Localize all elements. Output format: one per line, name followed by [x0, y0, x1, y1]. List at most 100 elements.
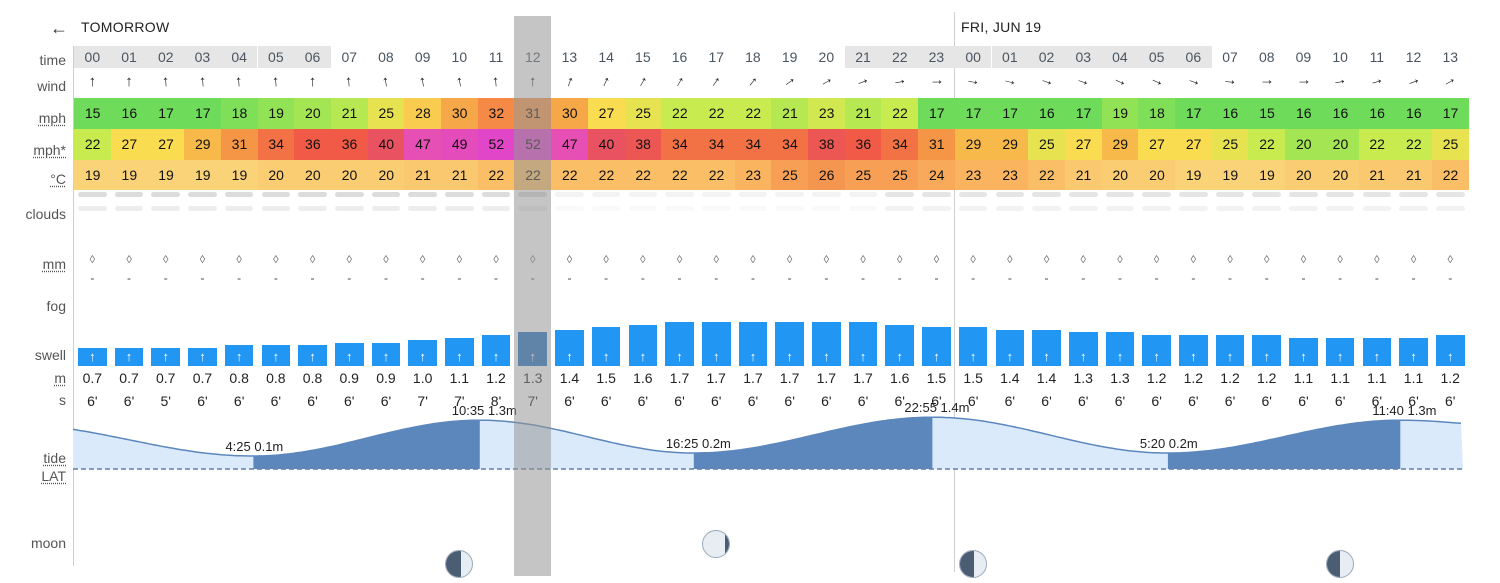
swell-height-value: 1.4 — [1036, 370, 1057, 386]
wind-gust-cell: 22 — [1248, 129, 1286, 160]
swell-direction-icon: ↑ — [529, 349, 536, 364]
hour-cell[interactable]: 19 — [781, 49, 798, 65]
row-label-wind-speed[interactable]: mph — [38, 110, 66, 126]
hour-cell[interactable]: 13 — [561, 49, 578, 65]
hour-cell[interactable]: 08 — [378, 49, 394, 65]
day-header-fri: FRI, JUN 19 — [961, 19, 1042, 35]
hour-cell[interactable]: 00 — [954, 46, 992, 68]
hour-cell[interactable]: 06 — [294, 46, 331, 68]
swell-height-value: 1.3 — [1110, 370, 1130, 386]
back-button[interactable]: ← — [50, 18, 68, 38]
hour-cell[interactable]: 16 — [671, 49, 688, 65]
wind-arrow-icon: ↑ — [1138, 71, 1175, 93]
hour-cell[interactable]: 12 — [1405, 49, 1422, 65]
swell-height-value: 0.8 — [229, 370, 249, 386]
hour-cell[interactable]: 10 — [451, 49, 468, 65]
swell-period-value: 6' — [1224, 393, 1236, 409]
wind-arrow-glyph: ↑ — [672, 72, 688, 91]
row-label-rain[interactable]: mm — [42, 256, 66, 272]
hour-cell[interactable]: 00 — [74, 46, 111, 68]
swell-bar: ↑ — [151, 348, 181, 366]
wind-arrow-glyph: ↑ — [454, 72, 465, 91]
wind-arrow-glyph: ↑ — [1331, 76, 1350, 88]
wind-arrow-icon: ↑ — [404, 71, 441, 93]
swell-height-value: 1.2 — [486, 370, 506, 386]
row-label-swell-height[interactable]: m — [54, 370, 66, 386]
hour-cell[interactable]: 10 — [1332, 49, 1348, 65]
hour-cell[interactable]: 01 — [991, 46, 1029, 68]
hour-cell[interactable]: 08 — [1258, 49, 1275, 65]
row-label-tide[interactable]: tide — [43, 450, 66, 466]
hour-cell[interactable]: 11 — [488, 49, 504, 65]
wind-gust-cell: 27 — [1175, 129, 1213, 160]
hour-cell[interactable]: 07 — [341, 49, 358, 65]
hour-cell[interactable]: 20 — [818, 49, 835, 65]
hour-cell[interactable]: 12 — [524, 49, 541, 65]
wind-gust-cell: 29 — [954, 129, 993, 160]
hour-cell[interactable]: 03 — [1064, 46, 1102, 68]
hour-cell[interactable]: 13 — [1442, 49, 1459, 65]
hour-cell[interactable]: 17 — [708, 49, 725, 65]
wind-arrow-glyph: ↑ — [1441, 74, 1460, 90]
wind-speed-cell: 23 — [808, 98, 846, 129]
wind-gust-cell: 27 — [110, 129, 148, 160]
cloud-cell — [331, 190, 368, 218]
cloud-layer-high — [1179, 192, 1208, 197]
wind-gust-cell: 36 — [844, 129, 882, 160]
cloud-cell — [588, 190, 625, 218]
hour-cell[interactable]: 22 — [881, 46, 919, 68]
swell-height-value: 1.7 — [669, 370, 690, 386]
hour-cell[interactable]: 06 — [1175, 46, 1212, 68]
hour-cell[interactable]: 05 — [1138, 46, 1175, 68]
wind-arrow-glyph: ↑ — [1074, 75, 1093, 89]
row-label-wind-gust[interactable]: mph* — [33, 142, 66, 158]
cloud-cell — [551, 190, 588, 218]
hour-cell[interactable]: 15 — [635, 49, 651, 65]
swell-direction-icon: ↑ — [1336, 349, 1344, 364]
wind-arrow-icon: ↑ — [771, 71, 808, 93]
wind-arrow-icon: ↑ — [1102, 71, 1139, 93]
wind-gust-cell: 36 — [330, 129, 369, 160]
swell-period-value: 6' — [711, 393, 722, 409]
row-label-lat[interactable]: LAT — [41, 468, 66, 484]
wind-gust-cell: 34 — [734, 129, 772, 160]
hour-cell[interactable]: 02 — [1028, 46, 1065, 68]
temperature-cell: 22 — [624, 160, 662, 190]
wind-speed-cell: 15 — [74, 98, 112, 129]
hour-cell[interactable]: 04 — [220, 46, 258, 68]
rain-value: - — [530, 271, 535, 285]
swell-direction-icon: ↑ — [1263, 349, 1270, 364]
row-label-temperature[interactable]: °C — [50, 171, 66, 187]
hour-cell[interactable]: 03 — [184, 46, 221, 68]
hour-cell[interactable]: 14 — [598, 49, 614, 65]
hour-cell[interactable]: 18 — [745, 49, 761, 65]
swell-bar: ↑ — [114, 348, 144, 366]
wind-arrow-glyph: ↑ — [1147, 75, 1167, 90]
wind-arrow-glyph: ↑ — [780, 73, 800, 90]
swell-period-value: 6' — [784, 393, 795, 409]
wind-gust-cell: 34 — [257, 129, 295, 160]
hour-cell[interactable]: 21 — [844, 46, 882, 68]
cloud-layer-low — [1215, 206, 1245, 211]
temperature-cell: 21 — [404, 160, 442, 190]
hour-cell[interactable]: 01 — [110, 46, 148, 68]
wind-arrow-icon: ↑ — [625, 71, 662, 93]
hour-cell[interactable]: 05 — [257, 46, 295, 68]
hour-cell[interactable]: 07 — [1222, 49, 1238, 65]
rain-value: - — [273, 271, 278, 285]
cloud-layer-low — [775, 206, 804, 211]
swell-height-value: 1.7 — [779, 370, 800, 386]
wind-gust-cell: 20 — [1285, 129, 1323, 160]
hour-cell[interactable]: 09 — [1295, 49, 1312, 65]
wind-arrow-icon: ↑ — [184, 71, 221, 93]
rain-value: - — [1191, 271, 1196, 285]
hour-cell[interactable]: 09 — [414, 49, 431, 65]
swell-direction-icon: ↑ — [1079, 349, 1087, 364]
hour-cell[interactable]: 23 — [918, 46, 955, 68]
swell-bar: ↑ — [481, 335, 511, 366]
cloud-layer-high — [1215, 192, 1245, 197]
hour-cell[interactable]: 04 — [1101, 46, 1139, 68]
wind-arrow-glyph: ↑ — [197, 72, 207, 91]
hour-cell[interactable]: 02 — [147, 46, 185, 68]
hour-cell[interactable]: 11 — [1369, 49, 1385, 65]
